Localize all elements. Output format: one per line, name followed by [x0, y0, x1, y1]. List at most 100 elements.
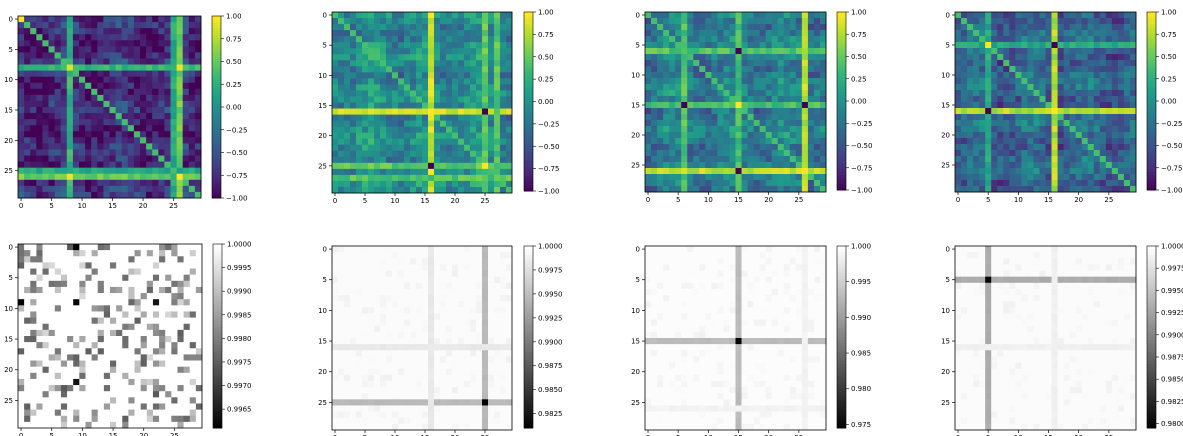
- heatmap-cell: [645, 60, 652, 67]
- heatmap-cell: [1129, 144, 1137, 151]
- heatmap-cell: [428, 162, 435, 170]
- heatmap-cell: [735, 48, 742, 55]
- heatmap-cell: [967, 42, 974, 49]
- heatmap-cell: [60, 274, 68, 282]
- heatmap-cell: [48, 317, 56, 325]
- heatmap-cell: [1069, 48, 1077, 55]
- heatmap-cell: [66, 46, 74, 53]
- heatmap-cell: [961, 48, 968, 55]
- colorbar-tick-label: 0.25: [538, 76, 554, 84]
- heatmap-cell: [122, 342, 129, 349]
- heatmap-cell: [973, 48, 980, 55]
- heatmap-cell: [60, 191, 68, 199]
- heatmap-cell: [1093, 84, 1101, 91]
- heatmap-cell: [1015, 150, 1022, 157]
- heatmap-cell: [1015, 174, 1022, 181]
- heatmap-cell: [765, 144, 773, 151]
- heatmap-cell: [380, 186, 387, 194]
- heatmap-cell: [146, 317, 154, 325]
- heatmap-cell: [434, 144, 441, 152]
- colorbar-step: [1147, 92, 1156, 96]
- heatmap-cell: [103, 354, 111, 361]
- heatmap-cell: [103, 185, 110, 193]
- heatmap-cell: [470, 138, 477, 146]
- heatmap-cell: [177, 360, 184, 368]
- heatmap-cell: [116, 280, 123, 288]
- heatmap-cell: [1069, 102, 1077, 109]
- colorbar-step: [212, 155, 221, 160]
- heatmap-cell: [789, 12, 797, 19]
- heatmap-cell: [1015, 48, 1022, 55]
- heatmap-cell: [651, 132, 658, 139]
- heatmap-cell: [362, 132, 369, 140]
- heatmap-cell: [1117, 126, 1125, 133]
- heatmap-cell: [464, 96, 471, 103]
- heatmap-cell: [410, 90, 417, 97]
- heatmap-cell: [747, 18, 754, 25]
- heatmap-cell: [177, 348, 184, 355]
- heatmap-cell: [177, 293, 184, 300]
- heatmap-cell: [801, 138, 809, 145]
- heatmap-cell: [458, 156, 465, 164]
- heatmap-cell: [735, 162, 742, 169]
- heatmap-cell: [1093, 90, 1101, 97]
- heatmap-cell: [1129, 78, 1137, 85]
- heatmap-cell: [146, 415, 154, 423]
- heatmap-cell: [699, 138, 706, 145]
- heatmap-cell: [1063, 150, 1071, 157]
- heatmap-cell: [789, 162, 797, 169]
- heatmap-cell: [103, 52, 110, 59]
- heatmap-cell: [446, 114, 453, 121]
- heatmap-cell: [159, 286, 166, 294]
- heatmap-cell: [122, 348, 129, 355]
- heatmap-cell: [103, 305, 111, 312]
- heatmap-cell: [1045, 114, 1052, 121]
- heatmap-cell: [356, 18, 363, 25]
- heatmap-cell: [60, 262, 68, 269]
- heatmap-cell: [158, 167, 165, 175]
- colorbar-step: [212, 131, 221, 135]
- heatmap-cell: [30, 76, 37, 84]
- heatmap-cell: [362, 48, 369, 55]
- heatmap-cell: [699, 180, 706, 187]
- heatmap-cell: [189, 348, 197, 355]
- heatmap-cell: [127, 88, 135, 96]
- heatmap-cell: [428, 102, 435, 109]
- heatmap-cell: [91, 16, 98, 23]
- heatmap-cell: [146, 107, 153, 114]
- heatmap-cell: [488, 24, 495, 31]
- heatmap-cell: [380, 144, 387, 152]
- heatmap-cell: [1069, 72, 1077, 79]
- colorbar-step: [524, 188, 533, 192]
- heatmap-cell: [97, 342, 105, 349]
- heatmap-cell: [103, 58, 110, 65]
- heatmap-cell: [416, 78, 423, 85]
- heatmap-cell: [410, 174, 417, 182]
- heatmap-cell: [133, 137, 141, 144]
- heatmap-cell: [189, 250, 197, 257]
- heatmap-cell: [60, 64, 68, 71]
- heatmap-cell: [36, 372, 43, 380]
- heatmap-cell: [392, 72, 399, 79]
- heatmap-cell: [446, 18, 453, 25]
- heatmap-cell: [1051, 180, 1058, 187]
- heatmap-cell: [464, 84, 471, 91]
- heatmap-cell: [705, 132, 712, 139]
- heatmap-cell: [681, 180, 688, 187]
- heatmap-cell: [140, 415, 148, 423]
- heatmap-cell: [195, 391, 203, 398]
- heatmap-cell: [362, 96, 369, 103]
- heatmap-cell: [85, 113, 92, 120]
- heatmap-cell: [699, 120, 706, 127]
- colorbar-step: [524, 77, 533, 82]
- heatmap-cell: [967, 120, 974, 127]
- heatmap-cell: [332, 156, 339, 164]
- colorbar-step: [524, 152, 533, 156]
- heatmap-cell: [1033, 126, 1040, 133]
- heatmap-cell: [24, 155, 31, 162]
- heatmap-cell: [1081, 168, 1089, 175]
- heatmap-cell: [663, 84, 670, 91]
- heatmap-cell: [121, 82, 129, 90]
- colorbar-step: [524, 53, 533, 58]
- heatmap-cell: [1081, 114, 1089, 121]
